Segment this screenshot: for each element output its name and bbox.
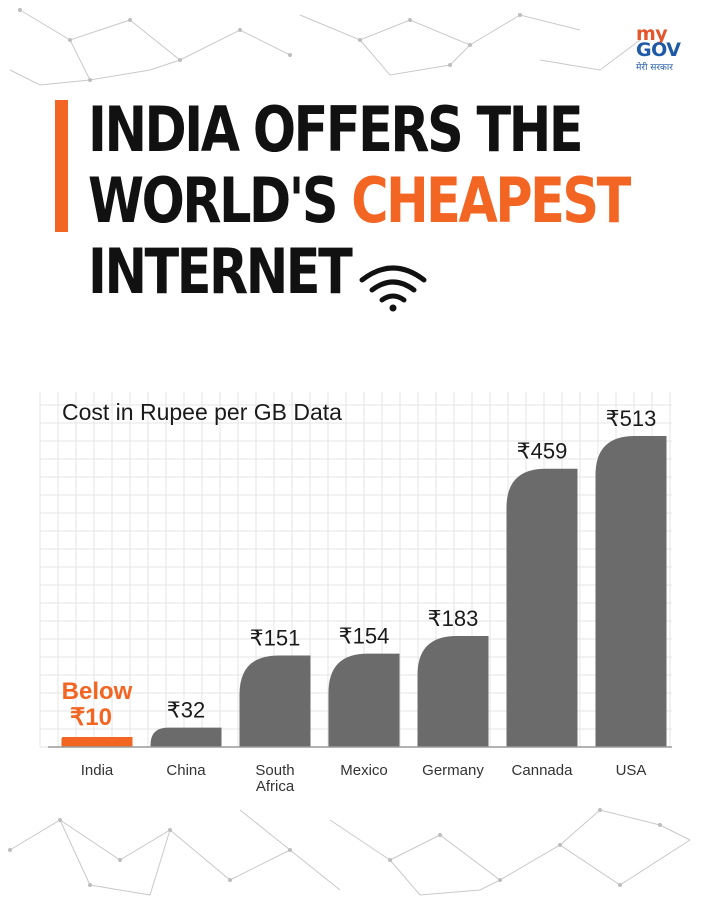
headline-highlight: CHEAPEST xyxy=(351,164,631,237)
headline-line-2: WORLD'S CHEAPEST xyxy=(88,164,631,237)
data-label: ₹32 xyxy=(167,698,205,723)
category-label: Germany xyxy=(422,762,484,779)
bar-cannada xyxy=(506,468,578,747)
data-label: ₹183 xyxy=(428,606,479,631)
network-pattern-top xyxy=(9,8,641,86)
bar-germany xyxy=(417,636,489,747)
bar-china xyxy=(150,727,222,747)
data-label: ₹154 xyxy=(339,624,390,649)
headline-accent-bar xyxy=(55,100,68,232)
mygov-logo: my GOV मेरी सरकार xyxy=(636,23,700,76)
headline: INDIA OFFERS THE WORLD'S CHEAPEST INTERN… xyxy=(88,93,631,308)
data-label-india-value: ₹10 xyxy=(70,704,112,731)
category-label: India xyxy=(81,762,114,779)
category-label: South xyxy=(255,762,294,779)
headline-line-3: INTERNET xyxy=(88,235,353,308)
chart-title: Cost in Rupee per GB Data xyxy=(62,399,342,425)
bar-mexico xyxy=(328,653,400,747)
bar-india xyxy=(61,737,133,747)
headline-line-1: INDIA OFFERS THE xyxy=(88,93,584,166)
data-label: ₹151 xyxy=(250,625,301,650)
bar-south-africa xyxy=(239,655,311,747)
category-label: USA xyxy=(616,762,647,779)
logo-gov-text: GOV xyxy=(636,39,681,61)
logo-my-text: my xyxy=(636,23,668,45)
data-label: ₹513 xyxy=(606,406,657,431)
logo-tagline: मेरी सरकार xyxy=(636,63,673,73)
wifi-icon xyxy=(359,265,427,312)
category-label: Cannada xyxy=(512,762,574,779)
bar-usa xyxy=(595,436,667,747)
category-label: China xyxy=(166,762,206,779)
headline-line-2-prefix: WORLD'S xyxy=(88,164,352,237)
network-pattern-bottom xyxy=(8,808,691,896)
data-label: ₹459 xyxy=(517,439,568,464)
category-label: Mexico xyxy=(340,762,388,779)
category-label: Africa xyxy=(256,778,295,795)
data-label-india: Below xyxy=(62,678,133,705)
